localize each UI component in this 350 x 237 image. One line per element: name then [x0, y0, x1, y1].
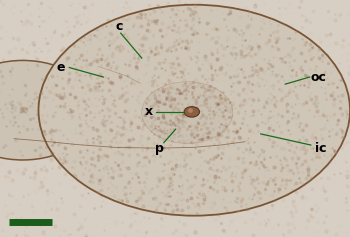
- Text: ic: ic: [315, 142, 326, 155]
- Circle shape: [38, 5, 350, 216]
- Circle shape: [142, 82, 233, 143]
- Text: p: p: [155, 142, 164, 155]
- Text: x: x: [145, 105, 153, 118]
- Circle shape: [0, 60, 96, 160]
- Text: e: e: [57, 61, 65, 74]
- Text: oc: oc: [310, 71, 327, 83]
- Text: c: c: [115, 20, 123, 32]
- Circle shape: [184, 107, 199, 117]
